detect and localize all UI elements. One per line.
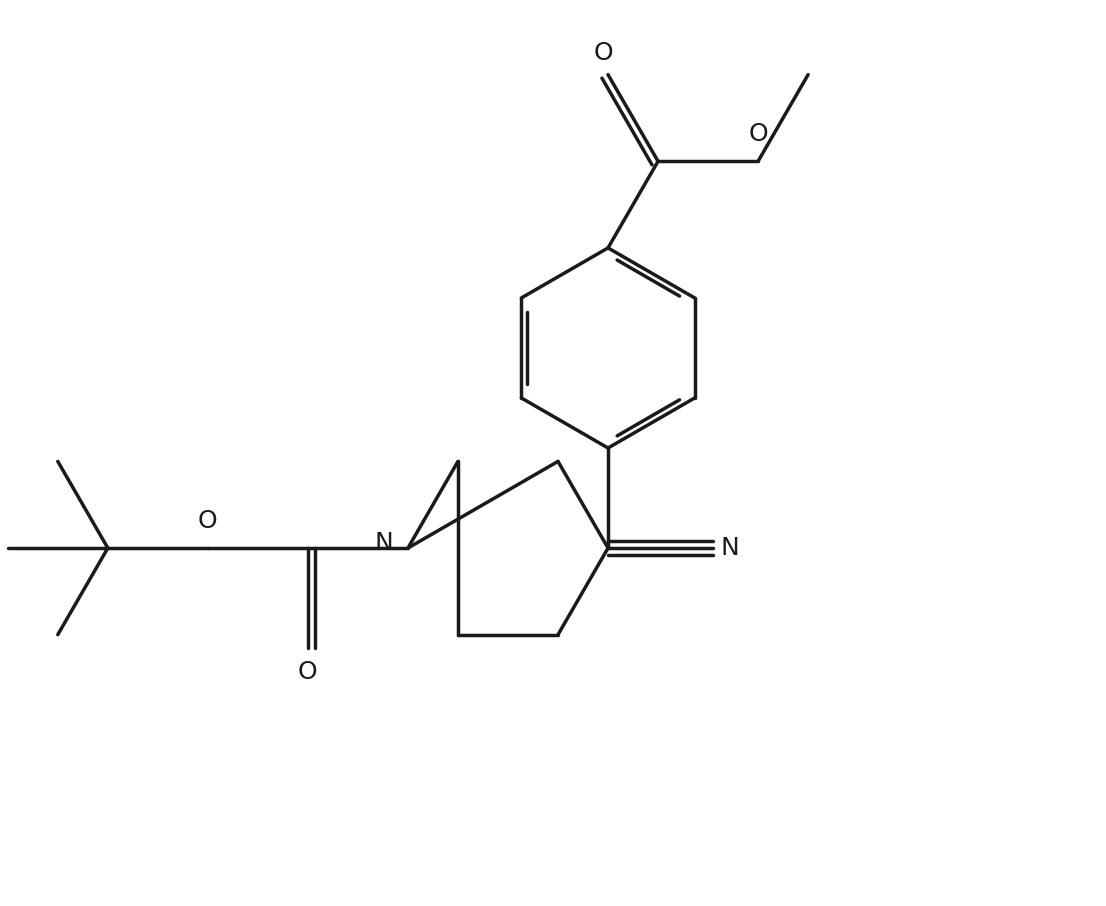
Text: N: N	[720, 536, 739, 560]
Text: O: O	[749, 122, 768, 146]
Text: O: O	[593, 41, 613, 64]
Text: N: N	[374, 531, 393, 555]
Text: O: O	[299, 660, 317, 684]
Text: O: O	[198, 509, 218, 533]
